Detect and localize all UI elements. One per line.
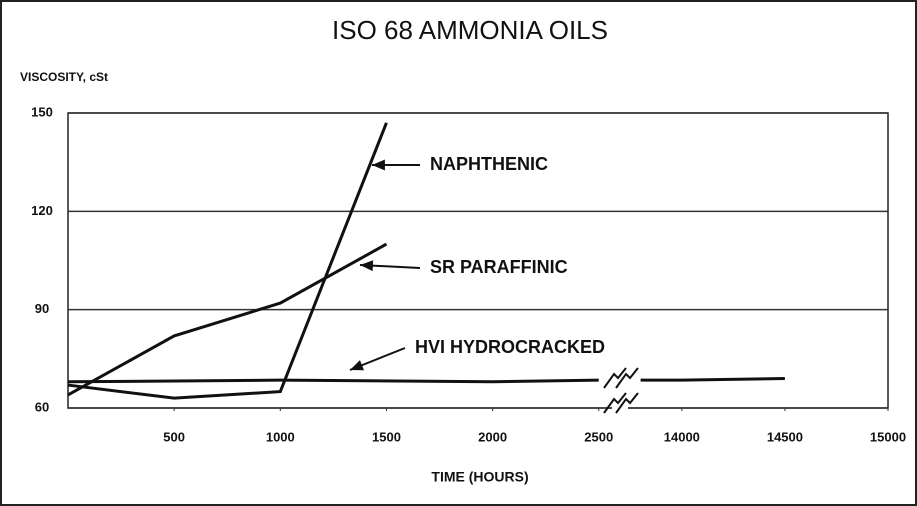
y-axis-label: VISCOSITY, cSt [20,70,108,84]
annotation: SR PARAFFINIC [430,257,568,277]
line [67,122,388,400]
annotation-arrowhead [360,260,374,272]
x-tick-label: 1500 [372,429,401,444]
annotation: HVI HYDROCRACKED [415,337,605,357]
x-tick-label: 500 [163,429,185,444]
y-tick-label: 120 [31,203,53,218]
x-tick-label: 15000 [870,429,906,444]
x-tick-label: 2000 [478,429,507,444]
line [67,242,388,397]
line [640,377,785,382]
y-tick-label: 60 [35,399,49,414]
x-tick-label: 1000 [266,429,295,444]
break-mark [603,392,627,414]
break-mark [615,392,639,414]
x-axis-label: TIME (HOURS) [431,469,528,485]
chart-title: ISO 68 AMMONIA OILS [332,15,608,45]
x-tick-label: 14500 [767,429,803,444]
annotation-arrowhead [350,360,364,371]
y-tick-label: 150 [31,104,53,119]
break-mark [603,367,627,389]
annotation: NAPHTHENIC [430,154,548,174]
break-mark [615,367,639,389]
x-tick-label: 2500 [584,429,613,444]
line [67,378,599,384]
x-tick-label: 14000 [664,429,700,444]
y-tick-label: 90 [35,301,49,316]
annotation-arrowhead [372,159,385,171]
